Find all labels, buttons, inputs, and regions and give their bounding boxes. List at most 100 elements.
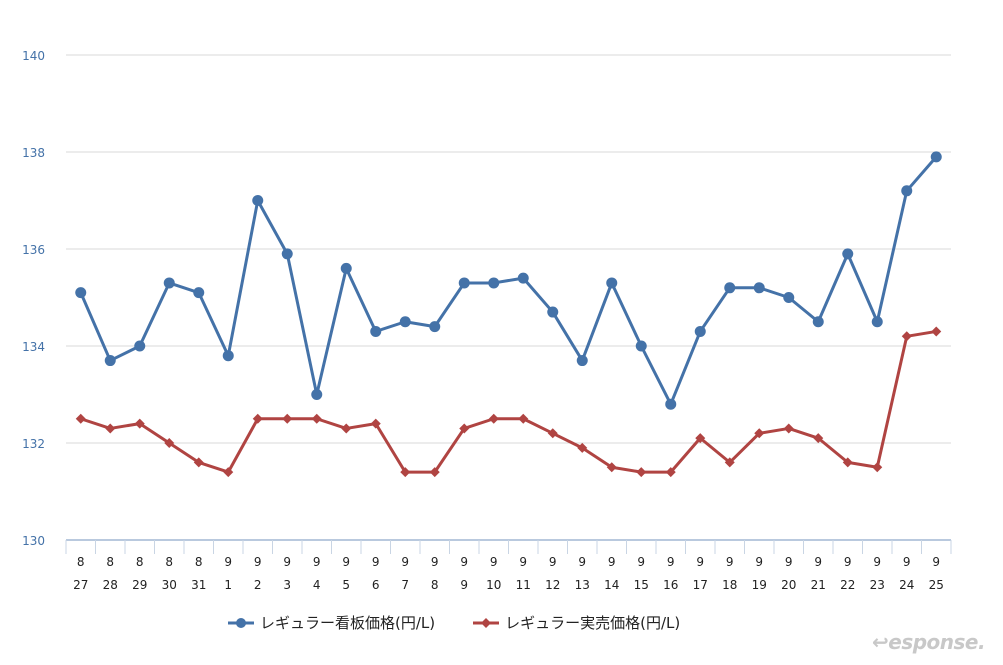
x-tick-label-month: 9 bbox=[224, 555, 232, 569]
data-point bbox=[164, 438, 175, 448]
data-point bbox=[842, 248, 854, 260]
x-tick-label-month: 8 bbox=[77, 555, 85, 569]
x-tick-label-month: 9 bbox=[814, 555, 822, 569]
x-tick-label-month: 9 bbox=[549, 555, 557, 569]
x-tick-label-day: 14 bbox=[604, 578, 619, 592]
x-tick-label-day: 16 bbox=[663, 578, 678, 592]
data-point bbox=[399, 316, 411, 328]
legend-item-actual-price: レギュラー実売価格(円/L) bbox=[473, 612, 680, 633]
data-point bbox=[340, 262, 352, 274]
x-tick-label-month: 9 bbox=[342, 555, 350, 569]
x-tick-label-day: 6 bbox=[372, 578, 380, 592]
x-tick-label-month: 9 bbox=[401, 555, 409, 569]
data-point bbox=[724, 282, 736, 294]
data-point bbox=[311, 413, 322, 424]
x-tick-label-day: 20 bbox=[781, 578, 796, 592]
x-tick-label-month: 9 bbox=[372, 555, 380, 569]
data-point bbox=[783, 423, 794, 434]
x-tick-label-day: 18 bbox=[722, 578, 737, 592]
x-tick-label-month: 9 bbox=[726, 555, 734, 569]
x-tick-label-day: 1 bbox=[224, 578, 232, 592]
x-tick-label-day: 12 bbox=[545, 578, 560, 592]
x-tick-label-day: 17 bbox=[693, 578, 708, 592]
red-diamond-marker-icon bbox=[473, 617, 500, 628]
data-point bbox=[606, 462, 617, 473]
data-point bbox=[400, 467, 411, 478]
data-point bbox=[429, 467, 440, 478]
data-point bbox=[576, 355, 588, 367]
data-point bbox=[134, 340, 146, 352]
x-tick-label-day: 24 bbox=[899, 578, 914, 592]
x-tick-label-day: 23 bbox=[870, 578, 885, 592]
data-point bbox=[341, 423, 352, 434]
data-point bbox=[105, 423, 116, 434]
data-point bbox=[901, 185, 913, 197]
blue-circle-marker-icon bbox=[228, 617, 254, 628]
data-point bbox=[429, 321, 441, 333]
data-point bbox=[754, 428, 765, 439]
x-tick-label-month: 9 bbox=[667, 555, 675, 569]
legend: レギュラー看板価格(円/L) レギュラー実売価格(円/L) bbox=[228, 612, 680, 633]
data-point bbox=[724, 457, 735, 468]
x-tick-label-day: 5 bbox=[342, 578, 350, 592]
data-point bbox=[842, 457, 853, 468]
x-tick-label-day: 28 bbox=[103, 578, 118, 592]
data-point bbox=[75, 413, 86, 424]
y-tick-label: 134 bbox=[22, 340, 45, 354]
x-tick-label-month: 8 bbox=[165, 555, 173, 569]
data-point bbox=[104, 355, 116, 367]
x-tick-label-day: 22 bbox=[840, 578, 855, 592]
x-tick-label-day: 27 bbox=[73, 578, 88, 592]
x-tick-label-month: 8 bbox=[136, 555, 144, 569]
x-tick-label-day: 9 bbox=[460, 578, 468, 592]
watermark-logo: ↩esponse. bbox=[872, 630, 986, 654]
y-tick-label: 130 bbox=[22, 534, 45, 548]
x-tick-label-month: 9 bbox=[519, 555, 527, 569]
data-point bbox=[753, 282, 765, 294]
data-point bbox=[783, 292, 795, 303]
data-point bbox=[518, 413, 529, 424]
x-tick-label-day: 29 bbox=[132, 578, 147, 592]
data-point bbox=[163, 277, 175, 289]
data-point bbox=[488, 277, 500, 289]
x-tick-label-month: 9 bbox=[490, 555, 498, 569]
data-point bbox=[901, 331, 912, 342]
x-tick-label-month: 9 bbox=[844, 555, 852, 569]
x-tick-label-month: 9 bbox=[313, 555, 321, 569]
data-point bbox=[547, 428, 558, 439]
x-tick-label-day: 8 bbox=[431, 578, 439, 592]
x-tick-label-day: 19 bbox=[752, 578, 767, 592]
x-tick-label-month: 9 bbox=[283, 555, 291, 569]
data-point bbox=[872, 462, 883, 473]
data-point bbox=[517, 272, 529, 284]
series-line-0 bbox=[79, 155, 938, 406]
data-point bbox=[252, 195, 264, 206]
data-point bbox=[547, 306, 559, 318]
y-tick-label: 138 bbox=[22, 146, 45, 160]
data-point bbox=[635, 340, 647, 352]
x-tick-label-month: 9 bbox=[755, 555, 763, 569]
x-tick-label-month: 9 bbox=[903, 555, 911, 569]
data-point bbox=[311, 389, 323, 400]
x-tick-label-day: 11 bbox=[516, 578, 531, 592]
data-point bbox=[370, 325, 382, 337]
x-tick-label-day: 13 bbox=[575, 578, 590, 592]
data-point bbox=[281, 248, 293, 260]
data-point bbox=[931, 326, 942, 337]
line-chart: 1301321341361381408278288298308319192939… bbox=[22, 49, 952, 592]
data-point bbox=[458, 277, 470, 289]
x-tick-label-month: 9 bbox=[578, 555, 586, 569]
data-point bbox=[695, 433, 706, 444]
data-point bbox=[665, 398, 677, 410]
x-tick-label-month: 8 bbox=[195, 555, 203, 569]
data-point bbox=[606, 277, 618, 289]
y-tick-label: 136 bbox=[22, 243, 45, 257]
legend-label: レギュラー看板価格(円/L) bbox=[260, 614, 436, 632]
data-point bbox=[665, 467, 676, 478]
x-tick-label-day: 10 bbox=[486, 578, 501, 592]
data-point bbox=[812, 316, 824, 328]
data-point bbox=[871, 316, 883, 328]
data-point bbox=[694, 325, 706, 337]
x-tick-label-day: 25 bbox=[929, 578, 944, 592]
x-tick-label-month: 9 bbox=[932, 555, 940, 569]
